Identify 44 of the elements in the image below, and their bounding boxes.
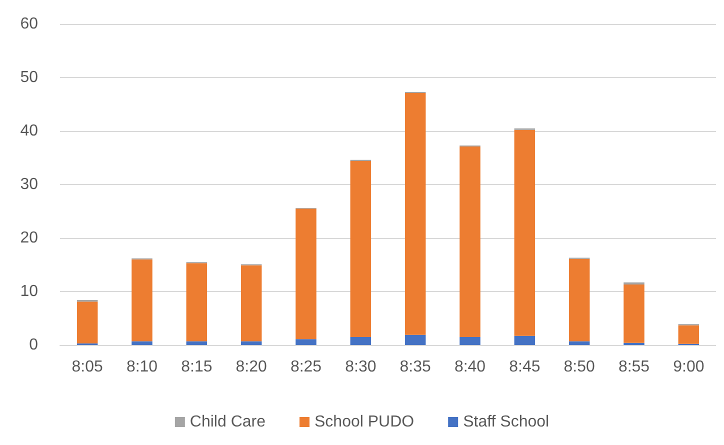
- bar: [460, 146, 480, 337]
- y-tick-label: 30: [20, 176, 38, 193]
- y-tick-label: 60: [20, 16, 38, 32]
- bar: [404, 93, 426, 335]
- bar: [296, 339, 316, 345]
- bar: [514, 130, 536, 336]
- legend-label: Child Care: [190, 414, 266, 430]
- bar: [186, 263, 208, 342]
- bar: [132, 259, 152, 342]
- bar: [568, 258, 590, 342]
- bar: [678, 325, 700, 344]
- x-tick-label: 8:15: [181, 358, 212, 376]
- bar: [624, 282, 644, 285]
- y-tick-label: 20: [20, 230, 38, 246]
- x-tick-label: 8:45: [509, 358, 540, 376]
- legend-label: School PUDO: [314, 414, 414, 430]
- bar: [460, 336, 480, 345]
- y-tick-label: 0: [29, 336, 38, 354]
- bar: [624, 284, 644, 343]
- bar: [568, 341, 590, 345]
- bar: [350, 160, 372, 337]
- x-tick-label: 8:50: [564, 358, 596, 376]
- bar: [350, 336, 372, 345]
- bar: [76, 302, 98, 344]
- x-tick-label: 9:00: [673, 358, 704, 376]
- x-tick-label: 8:05: [72, 358, 104, 376]
- x-tick-label: 8:35: [400, 358, 432, 376]
- bar: [240, 265, 262, 342]
- bar: [132, 341, 152, 345]
- x-tick-label: 8:20: [236, 358, 268, 376]
- legend-label: Staff School: [463, 414, 550, 430]
- y-tick-label: 50: [20, 69, 38, 86]
- x-tick-label: 8:55: [618, 358, 650, 376]
- x-tick-label: 8:25: [290, 358, 322, 376]
- bar: [404, 334, 426, 345]
- bar: [296, 208, 316, 340]
- x-tick-label: 8:10: [126, 358, 158, 376]
- x-tick-label: 8:30: [345, 358, 376, 376]
- bar: [186, 341, 208, 345]
- x-tick-label: 8:40: [454, 358, 486, 376]
- y-tick-label: 10: [20, 283, 38, 300]
- bar: [240, 341, 262, 345]
- y-tick-label: 40: [20, 122, 38, 140]
- bar: [514, 336, 536, 345]
